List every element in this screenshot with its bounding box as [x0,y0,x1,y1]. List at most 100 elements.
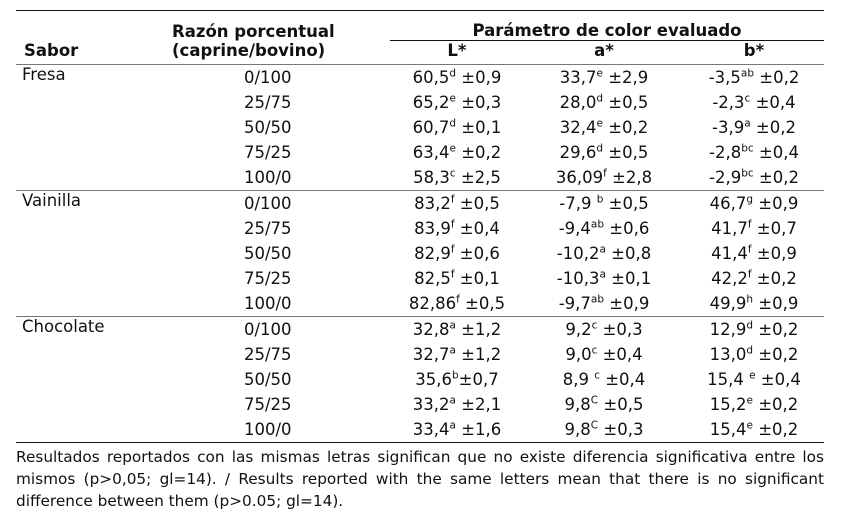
value-L-cell: 35,6b±0,7 [390,367,524,392]
value-L-cell: 82,5f ±0,1 [390,266,524,291]
value-sd: ±0,2 [602,118,649,137]
value-L-cell: 32,7a ±1,2 [390,342,524,367]
value-a-cell: 32,4e ±0,2 [524,115,684,140]
value-mean: -9,7 [558,294,591,313]
value-b-cell: 46,7g ±0,9 [684,190,824,216]
value-sd: ±0,9 [753,294,799,313]
razon-cell: 25/75 [244,93,292,112]
value-L-cell: 33,2a ±2,1 [390,392,524,417]
significance-letter: e [746,419,753,432]
significance-letter: d [746,319,754,332]
table-row: 25/75 83,9f ±0,4 -9,4ab ±0,6 41,7f ±0,7 [16,216,824,241]
value-mean: 29,6 [559,143,597,162]
significance-letter: a [449,319,456,332]
significance-letter: f [747,218,752,231]
value-b-cell: 15,4 e ±0,4 [684,367,824,392]
table-row: 75/25 33,2a ±2,1 9,8C ±0,5 15,2e ±0,2 [16,392,824,417]
value-sd: ±2,9 [602,68,649,87]
significance-letter: a [599,268,606,281]
header-a: a* [594,41,614,60]
razon-cell: 50/50 [244,118,292,137]
value-sd: ±0,7 [751,219,797,238]
value-b-cell: -2,9bc ±0,2 [684,165,824,191]
value-b-cell: 15,2e ±0,2 [684,392,824,417]
value-sd: ±2,5 [455,168,501,187]
value-mean: 36,09 [555,168,604,187]
table-row: 75/25 63,4e ±0,2 29,6d ±0,5 -2,8bc ±0,4 [16,140,824,165]
value-mean: 60,5 [412,68,450,87]
value-sd: ±0,3 [597,320,643,339]
significance-letter: g [746,193,754,206]
value-sd: ±2,8 [606,168,653,187]
table-row: 25/75 32,7a ±1,2 9,0c ±0,4 13,0d ±0,2 [16,342,824,367]
value-mean: 33,4 [412,420,450,439]
value-mean: 83,9 [414,219,451,238]
sabor-cell [16,115,172,140]
value-sd: ±0,5 [598,395,644,414]
significance-letter: a [449,394,456,407]
value-a-cell: -7,9 b ±0,5 [524,190,684,216]
value-sd: ±0,4 [597,345,643,364]
value-sd: ±0,9 [753,194,799,213]
value-sd: ±0,2 [751,269,797,288]
table-row: 100/0 82,86f ±0,5 -9,7ab ±0,9 49,9h ±0,9 [16,291,824,317]
value-mean: 13,0 [709,345,747,364]
value-L-cell: 60,5d ±0,9 [390,64,524,90]
sabor-cell [16,367,172,392]
significance-letter: c [744,92,751,105]
value-mean: 12,9 [709,320,747,339]
value-mean: -3,9 [712,118,745,137]
significance-letter: f [450,268,455,281]
razon-cell: 75/25 [244,143,292,162]
value-sd: ±0,3 [455,93,502,112]
value-sd: ±0,5 [603,93,649,112]
significance-letter: a [744,117,751,130]
significance-letter: f [450,218,455,231]
value-sd: ±0,3 [598,420,644,439]
value-L-cell: 63,4e ±0,2 [390,140,524,165]
razon-cell: 25/75 [244,219,292,238]
sabor-cell: Chocolate [16,316,172,342]
significance-letter: e [449,92,456,105]
table-row: 100/0 33,4a ±1,6 9,8C ±0,3 15,4e ±0,2 [16,417,824,443]
value-L-cell: 82,86f ±0,5 [390,291,524,317]
value-mean: 60,7 [412,118,450,137]
value-sd: ±0,7 [458,370,499,389]
value-mean: 46,7 [709,194,747,213]
value-a-cell: -10,3a ±0,1 [524,266,684,291]
value-sd: ±0,2 [750,118,796,137]
value-sd: ±0,6 [604,219,650,238]
value-mean: 41,7 [711,219,748,238]
value-L-cell: 32,8a ±1,2 [390,316,524,342]
value-b-cell: 41,7f ±0,7 [684,216,824,241]
value-a-cell: 9,8C ±0,3 [524,417,684,443]
significance-letter: e [596,117,603,130]
table-row: 50/50 35,6b±0,7 8,9 c ±0,4 15,4 e ±0,4 [16,367,824,392]
value-b-cell: -2,8bc ±0,4 [684,140,824,165]
sabor-cell [16,216,172,241]
value-L-cell: 65,2e ±0,3 [390,90,524,115]
table-row: 50/50 60,7d ±0,1 32,4e ±0,2 -3,9a ±0,2 [16,115,824,140]
significance-letter: bc [741,167,754,180]
value-mean: -2,8 [709,143,742,162]
sabor-cell [16,140,172,165]
value-b-cell: 13,0d ±0,2 [684,342,824,367]
value-b-cell: 42,2f ±0,2 [684,266,824,291]
significance-letter: C [590,419,599,432]
value-mean: 15,4 [707,370,750,389]
value-sd: ±0,1 [456,118,502,137]
value-sd: ±0,4 [755,370,801,389]
value-sd: ±0,2 [753,168,799,187]
value-sd: ±0,2 [753,345,799,364]
value-sd: ±0,5 [603,143,649,162]
value-mean: 33,7 [559,68,597,87]
value-mean: 32,8 [412,320,450,339]
value-a-cell: 9,8C ±0,5 [524,392,684,417]
value-b-cell: 41,4f ±0,9 [684,241,824,266]
razon-cell: 100/0 [244,168,292,187]
value-b-cell: -3,5ab ±0,2 [684,64,824,90]
value-b-cell: -3,9a ±0,2 [684,115,824,140]
value-mean: 35,6 [415,370,452,389]
significance-letter: e [596,67,603,80]
value-sd: ±0,1 [605,269,652,288]
